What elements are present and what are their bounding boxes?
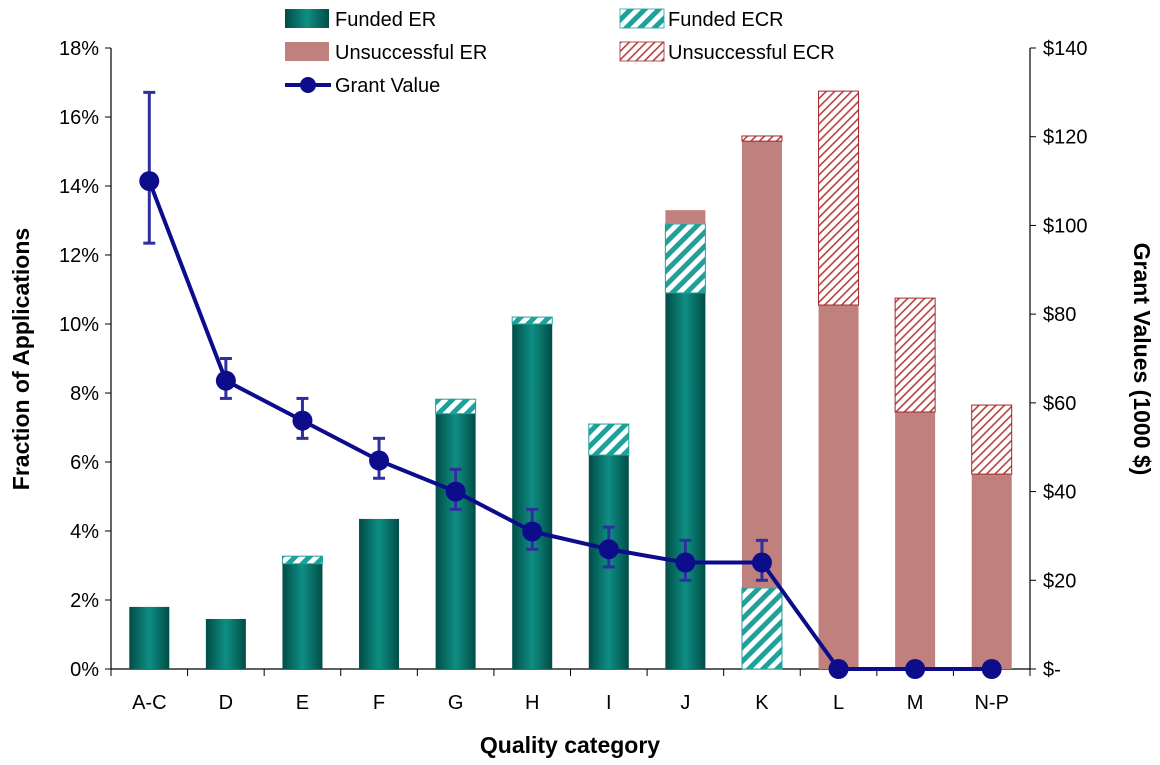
y-tick-label: 2% xyxy=(70,590,99,612)
grant-value-point-e xyxy=(292,410,313,431)
y-axis-title: Fraction of Applications xyxy=(8,228,34,490)
bar-funded-er-a-c xyxy=(129,606,170,669)
grant-value-point-n-p xyxy=(981,659,1002,679)
grant-value-point-k xyxy=(751,552,772,573)
x-tick-label: F xyxy=(373,692,385,714)
bar-funded-ecr-j xyxy=(664,223,706,294)
legend-label-unsuccessful-ecr: Unsuccessful ECR xyxy=(668,42,835,64)
bar-funded-ecr-g xyxy=(435,398,477,415)
legend-swatch-unsuccessful-ecr xyxy=(619,41,665,62)
grant-value-point-l xyxy=(828,659,849,679)
bar-funded-er-d xyxy=(205,618,246,669)
x-tick-label: G xyxy=(448,692,464,714)
x-tick-label: N-P xyxy=(974,692,1008,714)
legend-marker-grant-value xyxy=(300,77,316,93)
x-tick-label: K xyxy=(755,692,769,714)
y2-tick-label: $120 xyxy=(1043,127,1088,149)
grant-value-line xyxy=(139,90,1002,679)
grant-value-path xyxy=(147,180,992,671)
y2-tick-label: $40 xyxy=(1043,482,1076,504)
bar-unsuccessful-er-l xyxy=(818,305,859,669)
x-tick-label: H xyxy=(525,692,539,714)
bar-unsuccessful-er-n-p xyxy=(971,474,1012,669)
grant-value-point-d xyxy=(215,370,236,391)
grant-value-point-h xyxy=(522,521,543,542)
grant-value-point-j xyxy=(675,552,696,573)
bar-unsuccessful-er-m xyxy=(895,411,936,669)
bars xyxy=(129,90,1013,670)
legend: Funded ER Funded ECR Unsuccessful ER Uns… xyxy=(285,8,835,97)
grant-value-point-a-c xyxy=(139,171,160,192)
bar-unsuccessful-er-k xyxy=(741,141,782,588)
grant-value-point-g xyxy=(445,481,466,502)
y-tick-label: 14% xyxy=(59,176,99,198)
legend-label-grant-value: Grant Value xyxy=(335,75,440,97)
legend-item-grant-value: Grant Value xyxy=(285,75,440,97)
x-tick-label: A-C xyxy=(132,692,166,714)
bar-funded-er-e xyxy=(282,563,323,669)
bar-funded-ecr-i xyxy=(588,423,630,456)
bar-funded-er-g xyxy=(435,413,476,669)
bar-unsuccessful-ecr-n-p xyxy=(971,404,1013,475)
y-tick-label: 12% xyxy=(59,245,99,267)
grant-value-point-i xyxy=(598,539,619,560)
legend-swatch-funded-er xyxy=(285,9,329,28)
y2-tick-label: $140 xyxy=(1043,38,1088,60)
bar-unsuccessful-ecr-l xyxy=(818,90,860,306)
legend-swatch-funded-ecr xyxy=(619,8,665,29)
y-tick-label: 16% xyxy=(59,107,99,129)
legend-swatch-unsuccessful-er xyxy=(285,42,329,61)
x-tick-label: M xyxy=(907,692,924,714)
bar-unsuccessful-ecr-k xyxy=(741,135,783,142)
x-tick-label: L xyxy=(833,692,844,714)
bar-funded-er-f xyxy=(359,518,400,669)
y2-tick-label: $80 xyxy=(1043,304,1076,326)
legend-item-funded-er: Funded ER xyxy=(285,9,436,31)
plot-area: 0% 2% 4% 6% 8% 10% 12% 14% 16% 18% $- $20 $40 $60 $80 $… xyxy=(59,38,1088,714)
bar-funded-ecr-k xyxy=(741,587,783,670)
legend-label-unsuccessful-er: Unsuccessful ER xyxy=(335,42,487,64)
y-tick-label: 4% xyxy=(70,521,99,543)
y2-tick-label: $20 xyxy=(1043,570,1076,592)
x-axis-title: Quality category xyxy=(480,732,660,758)
y-tick-label: 0% xyxy=(70,659,99,681)
legend-item-unsuccessful-ecr: Unsuccessful ECR xyxy=(619,41,835,64)
y-tick-label: 8% xyxy=(70,383,99,405)
x-tick-label: D xyxy=(219,692,233,714)
bar-funded-ecr-h xyxy=(511,316,553,325)
x-tick-label: I xyxy=(606,692,612,714)
legend-label-funded-er: Funded ER xyxy=(335,9,436,31)
y2-axis-title: Grant Values (1000 $) xyxy=(1129,243,1155,476)
legend-item-funded-ecr: Funded ECR xyxy=(619,8,784,31)
y-tick-label: 6% xyxy=(70,452,99,474)
y-tick-label: 10% xyxy=(59,314,99,336)
legend-item-unsuccessful-er: Unsuccessful ER xyxy=(285,42,487,64)
y-tick-label: 18% xyxy=(59,38,99,60)
legend-label-funded-ecr: Funded ECR xyxy=(668,9,784,31)
bar-funded-ecr-e xyxy=(281,555,323,565)
x-tick-label: E xyxy=(296,692,309,714)
bar-funded-er-h xyxy=(512,324,553,669)
y2-tick-label: $- xyxy=(1043,659,1061,681)
bar-funded-er-j xyxy=(665,292,706,669)
bar-unsuccessful-er-j xyxy=(665,210,706,224)
x-tick-label: J xyxy=(680,692,690,714)
bar-unsuccessful-ecr-m xyxy=(894,297,936,413)
grant-value-point-f xyxy=(369,450,390,471)
y2-tick-label: $100 xyxy=(1043,215,1088,237)
grant-value-point-m xyxy=(905,659,926,679)
y2-tick-label: $60 xyxy=(1043,393,1076,415)
